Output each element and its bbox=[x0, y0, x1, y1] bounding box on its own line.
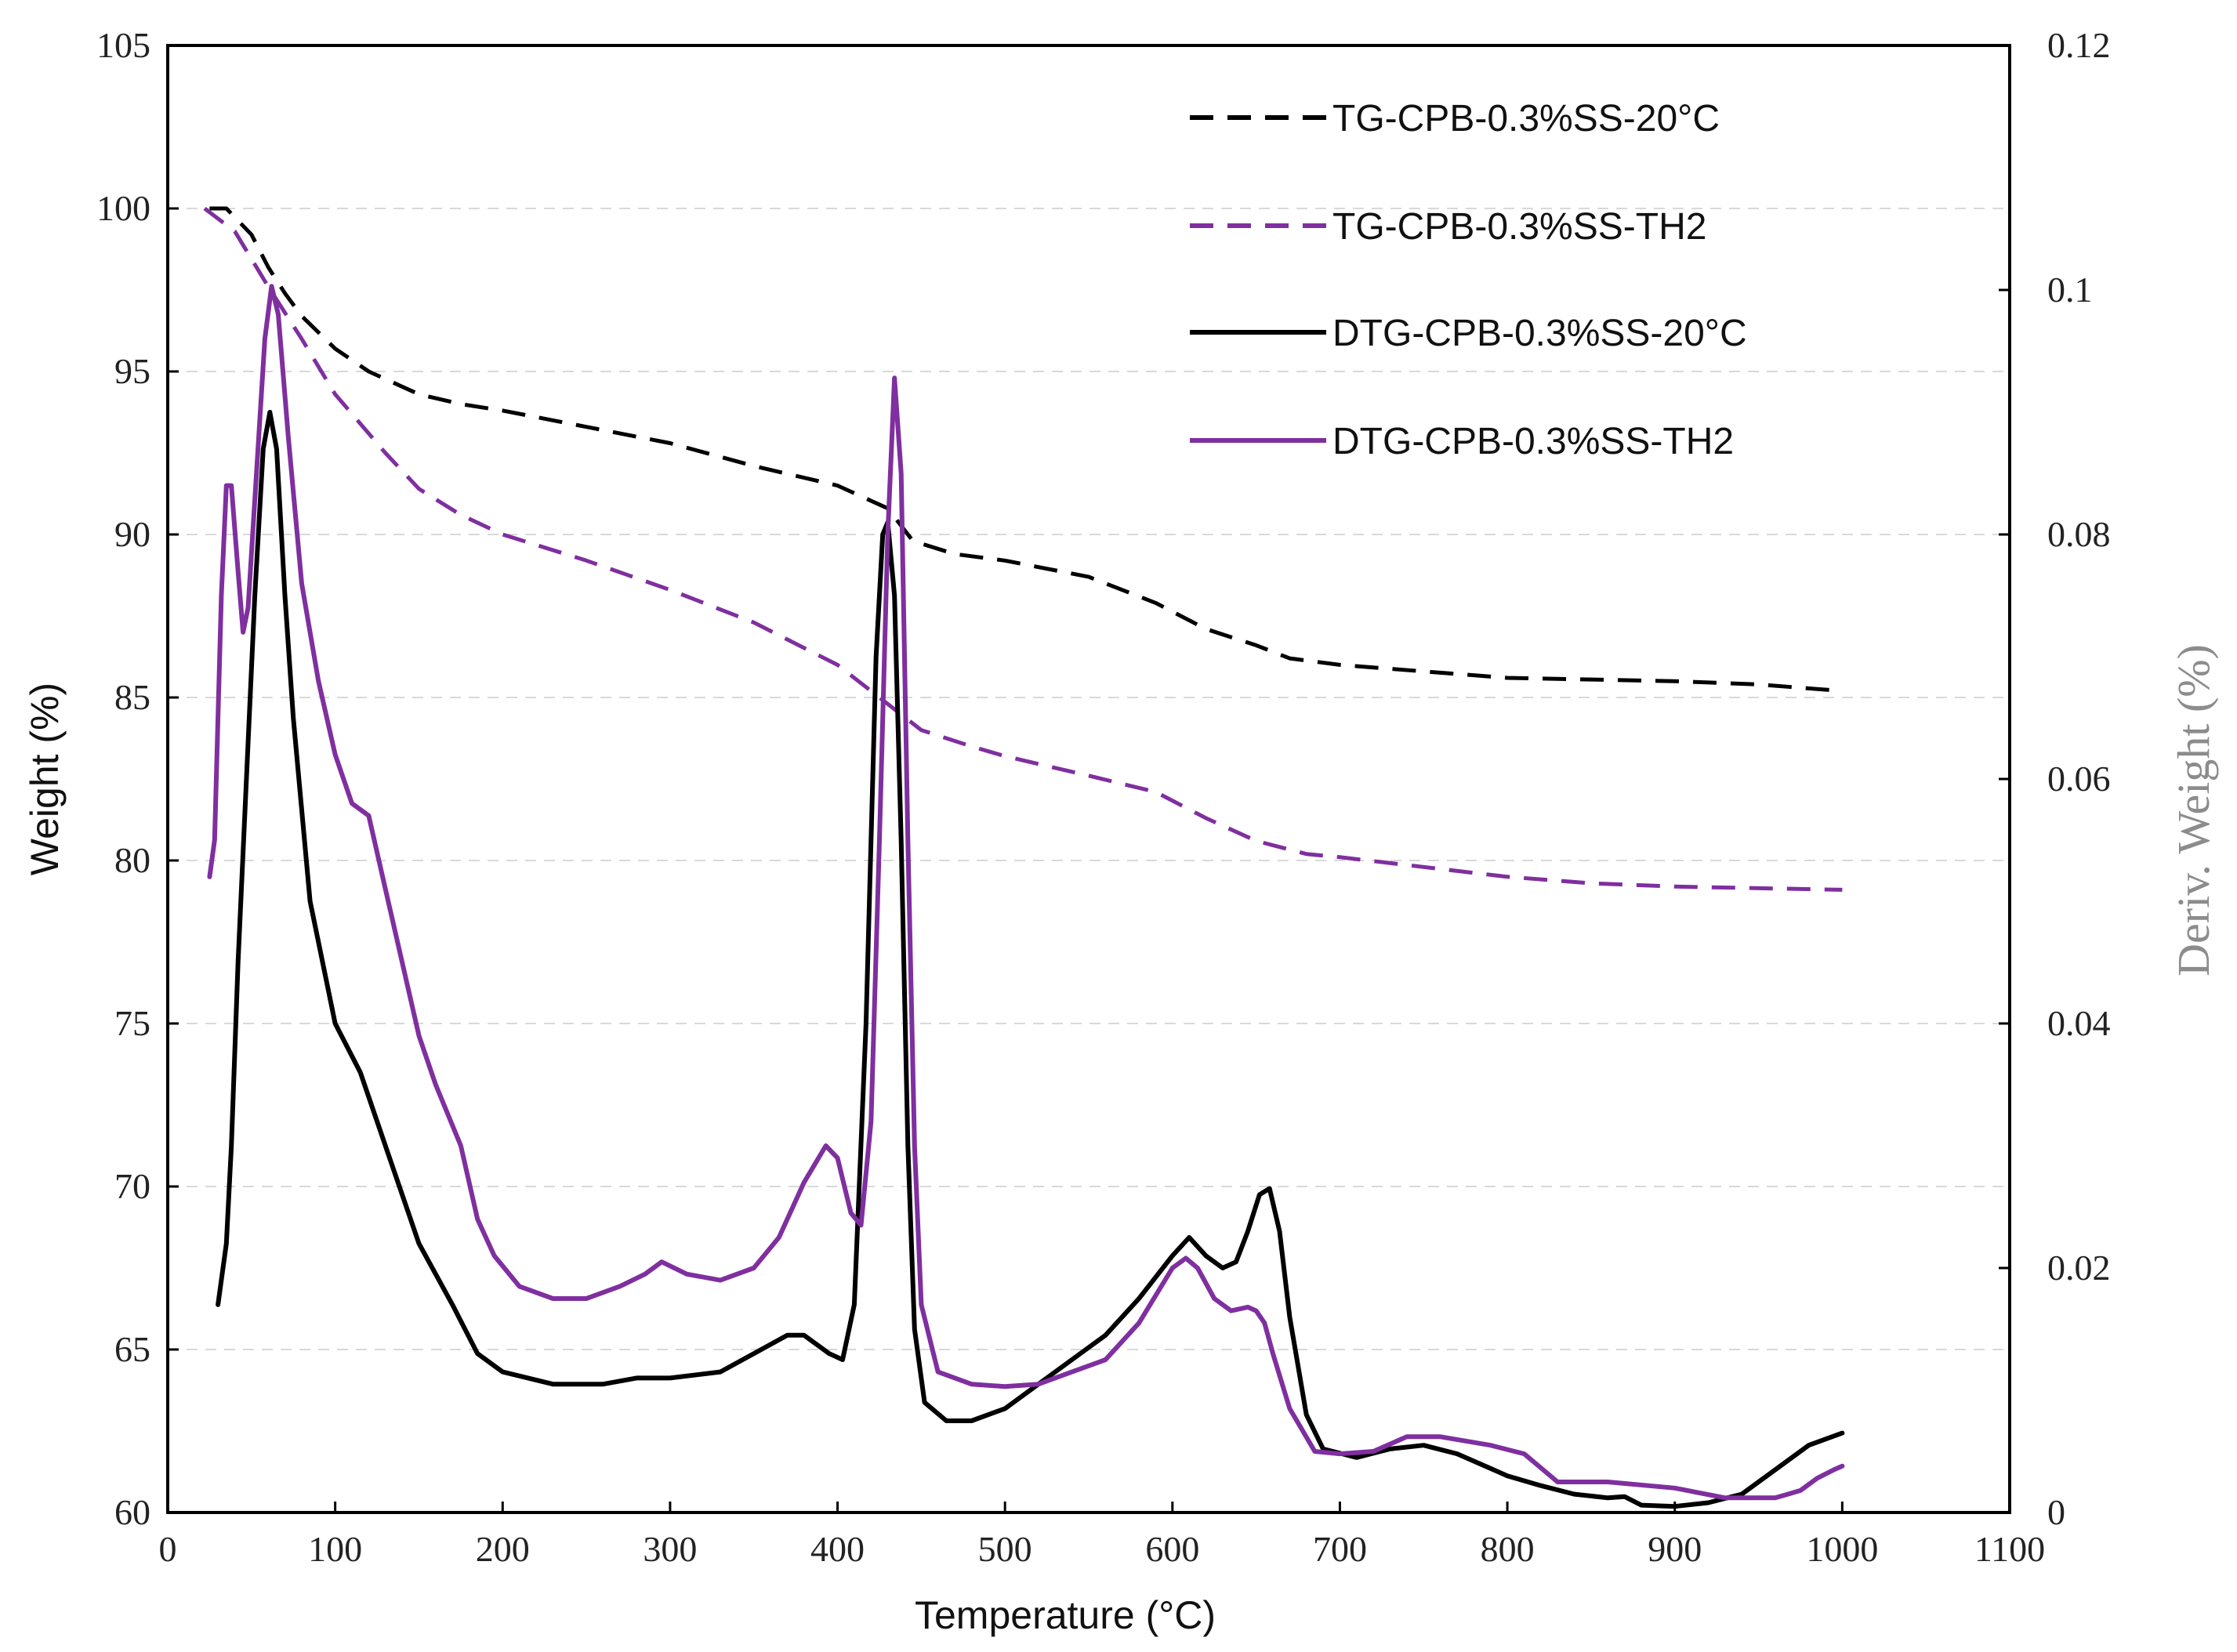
legend-label-dtg-20c: DTG-CPB-0.3%SS-20°C bbox=[1332, 313, 1747, 354]
y-tick-label: 80 bbox=[114, 840, 150, 880]
x-tick-label: 1100 bbox=[1974, 1529, 2045, 1569]
y2-axis-title: Deriv. Weight (%) bbox=[2168, 644, 2219, 976]
y-tick-label: 105 bbox=[96, 25, 150, 65]
series-line-tg-th2 bbox=[203, 207, 1843, 892]
legend-label-tg-20c: TG-CPB-0.3%SS-20°C bbox=[1332, 98, 1720, 139]
series-layer bbox=[203, 206, 1845, 1509]
y-tick-label: 70 bbox=[114, 1166, 150, 1206]
y2-tick-label: 0.02 bbox=[2047, 1248, 2111, 1288]
x-tick-label: 800 bbox=[1481, 1529, 1535, 1569]
ticks: 60 65 70 75 80 85 90 95 100 105 0 0.02 0.04 0.06 0.08 0… bbox=[96, 25, 2111, 1569]
y-tick-label: 75 bbox=[114, 1003, 150, 1043]
x-tick-label: 900 bbox=[1648, 1529, 1702, 1569]
x-tick-label: 0 bbox=[159, 1529, 177, 1569]
series-line-dtg-20c bbox=[216, 410, 1845, 1509]
y2-tick-label: 0.04 bbox=[2047, 1003, 2111, 1043]
y2-tick-label: 0.08 bbox=[2047, 514, 2111, 554]
x-tick-label: 400 bbox=[810, 1529, 865, 1569]
x-tick-label: 700 bbox=[1313, 1529, 1367, 1569]
x-tick-label: 200 bbox=[476, 1529, 530, 1569]
x-axis-title: Temperature (°C) bbox=[915, 1593, 1216, 1637]
gridlines bbox=[168, 208, 2010, 1350]
y-tick-label: 100 bbox=[96, 188, 150, 228]
y-tick-label: 90 bbox=[114, 514, 150, 554]
y2-tick-label: 0.1 bbox=[2047, 270, 2093, 310]
y-tick-label: 65 bbox=[114, 1329, 150, 1369]
y2-tick-label: 0 bbox=[2047, 1492, 2065, 1532]
y-tick-label: 95 bbox=[114, 351, 150, 391]
series-line-dtg-th2 bbox=[207, 284, 1845, 1501]
x-tick-label: 1000 bbox=[1806, 1529, 1878, 1569]
x-tick-label: 300 bbox=[643, 1529, 697, 1569]
legend: TG-CPB-0.3%SS-20°C TG-CPB-0.3%SS-TH2 DTG… bbox=[1190, 98, 1747, 462]
x-tick-label: 100 bbox=[308, 1529, 362, 1569]
y-axis-title: Weight (%) bbox=[23, 683, 67, 875]
x-tick-label: 500 bbox=[978, 1529, 1032, 1569]
y2-tick-label: 0.12 bbox=[2047, 25, 2111, 65]
y-tick-label: 85 bbox=[114, 677, 150, 717]
legend-label-tg-th2: TG-CPB-0.3%SS-TH2 bbox=[1332, 206, 1706, 248]
legend-label-dtg-th2: DTG-CPB-0.3%SS-TH2 bbox=[1332, 421, 1734, 462]
y-tick-label: 60 bbox=[114, 1492, 150, 1532]
x-tick-label: 600 bbox=[1145, 1529, 1199, 1569]
y2-tick-label: 0.06 bbox=[2047, 759, 2111, 799]
